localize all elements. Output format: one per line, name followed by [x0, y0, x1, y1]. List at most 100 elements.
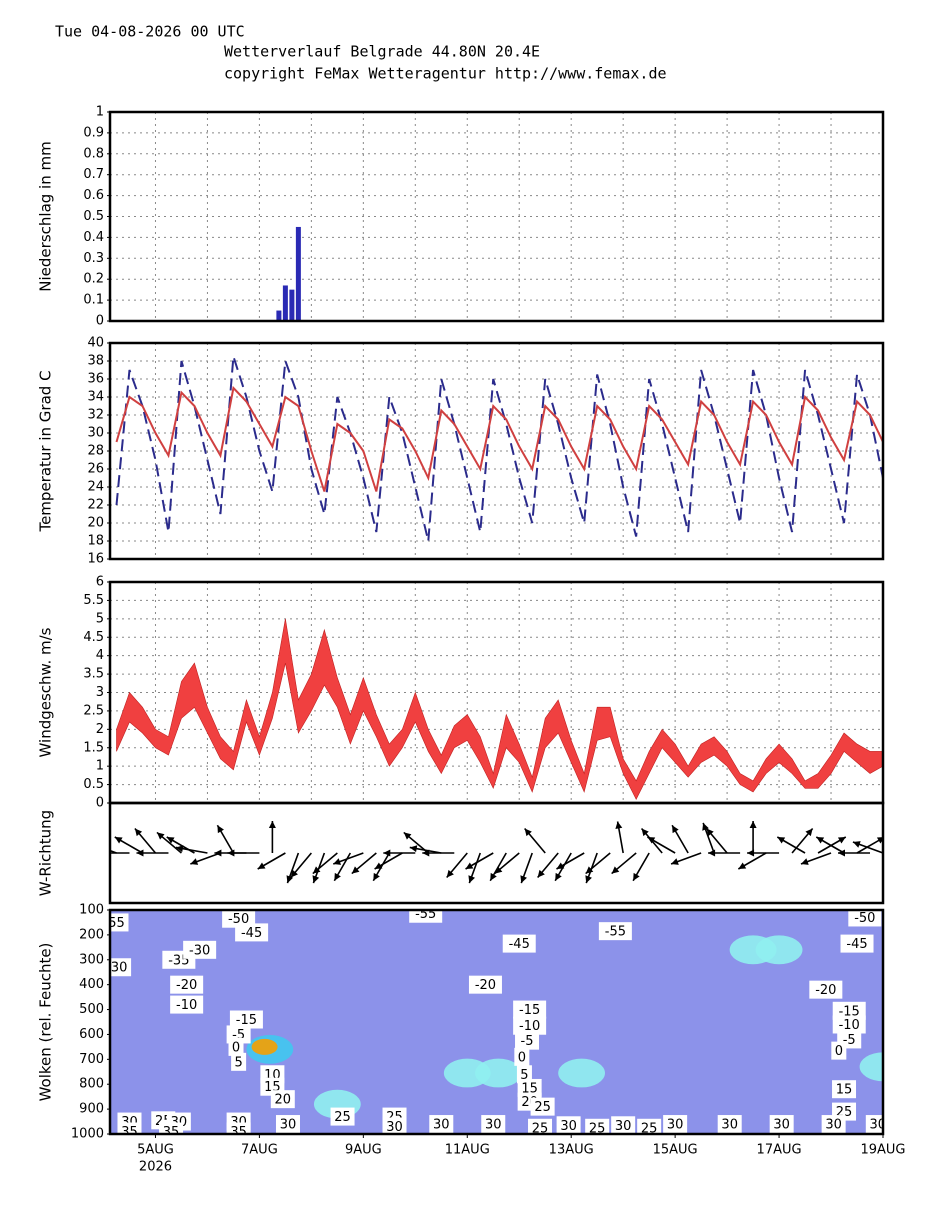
plot-area	[110, 112, 883, 321]
y-tick-label: 2	[96, 722, 104, 737]
arrow-head	[175, 845, 184, 853]
contour-label: 30	[667, 1118, 684, 1133]
contour-label: 55	[108, 916, 125, 931]
wind-arrow	[190, 852, 221, 865]
plot-area	[110, 343, 883, 559]
arrow-head	[671, 858, 679, 865]
arrow-head	[290, 869, 298, 878]
x-tick-label: 7AUG	[241, 1143, 278, 1158]
label-box	[409, 910, 443, 923]
label-box	[717, 1115, 742, 1134]
wind-arrow	[409, 845, 442, 854]
y-tick-label: 0.7	[83, 167, 104, 182]
label-box	[110, 958, 132, 977]
arrow-head	[524, 828, 532, 837]
x-tick-label: 15AUG	[653, 1143, 698, 1158]
wind-arrow	[647, 836, 676, 854]
contour-label: -45	[241, 926, 262, 941]
contour-label: 5	[520, 1068, 528, 1083]
wind-arrow	[632, 852, 650, 882]
y-tick-label: 28	[87, 444, 104, 459]
label-box	[170, 995, 204, 1014]
contour-label: 30	[111, 961, 128, 976]
contour-label: -55	[415, 907, 436, 922]
label-box	[865, 1115, 883, 1134]
y-tick-label: 0	[96, 796, 104, 811]
label-box	[330, 1107, 355, 1126]
wind-arrow	[216, 824, 235, 854]
y-tick-label: 300	[79, 952, 104, 967]
contour-label: -30	[189, 943, 210, 958]
y-tick-label: 1	[96, 759, 104, 774]
arrow-head	[708, 849, 716, 857]
wind-arrow	[268, 821, 276, 853]
contour-label: 25	[334, 1110, 351, 1125]
contour-label: 5	[234, 1055, 242, 1070]
arrow-head	[351, 866, 360, 874]
wind-arrow	[856, 837, 883, 854]
arrow-head	[422, 849, 430, 857]
panel	[108, 580, 885, 805]
y-tick-label: 40	[87, 336, 104, 351]
arrow-head	[747, 849, 755, 857]
arrow-head	[156, 832, 165, 840]
arrow-head	[465, 862, 474, 869]
panel: 5530-50-45-35-30-20-10-15-505101520-55-5…	[108, 907, 885, 1140]
contour-label: -45	[846, 937, 867, 952]
panel	[108, 110, 885, 323]
arrow-head	[816, 837, 825, 844]
wind-arrow	[670, 852, 702, 865]
arrow-head	[706, 828, 714, 837]
y-tick-label: 0.3	[83, 251, 104, 266]
wind-arrow	[817, 836, 847, 854]
y-tick-label: 500	[79, 1002, 104, 1017]
wind-arrow	[776, 836, 806, 854]
arrow-head	[227, 849, 235, 857]
arrow-head	[615, 821, 623, 829]
label-box	[637, 1118, 662, 1134]
arrow-head	[383, 849, 391, 857]
y-tick-label: 36	[87, 372, 104, 387]
arrow-head	[837, 837, 846, 844]
label-box	[231, 1052, 247, 1071]
label-box	[429, 1115, 454, 1134]
wind-arrow	[585, 852, 611, 875]
label-box	[832, 1015, 866, 1034]
label-box	[502, 934, 536, 953]
arrow-head	[373, 872, 380, 881]
y-tick-label: 20	[87, 516, 104, 531]
label-box	[481, 1115, 506, 1134]
label-box	[598, 922, 632, 941]
y-tick-label: 3	[96, 685, 104, 700]
y-tick-label: 200	[79, 927, 104, 942]
y-tick-label: 0.1	[83, 293, 104, 308]
wind-arrow	[110, 849, 117, 854]
contour-label: 30	[485, 1118, 502, 1133]
label-box	[468, 975, 502, 994]
wind-arrow	[332, 852, 364, 865]
y-tick-label: 4.5	[83, 630, 104, 645]
contour-label: 25	[534, 1100, 551, 1115]
arrow-head	[217, 825, 224, 834]
label-box	[611, 1116, 636, 1134]
label-box	[840, 934, 874, 953]
arrow-head	[633, 872, 640, 881]
contour-label: 0	[232, 1040, 240, 1055]
arrow-head	[333, 858, 342, 865]
plot-area: 5530-50-45-35-30-20-10-15-505101520-55-5…	[108, 907, 883, 1140]
contour-label: 30	[721, 1118, 738, 1133]
contour-label: 35	[121, 1125, 138, 1140]
contour-label: 30	[280, 1118, 297, 1133]
y-tick-label: 0.8	[83, 146, 104, 161]
frame	[108, 801, 885, 905]
wind-arrow	[747, 849, 780, 857]
wind-arrow	[556, 852, 585, 870]
arrow-head	[374, 862, 383, 869]
wind-arrow	[465, 852, 494, 870]
arrow-head	[136, 849, 144, 857]
label-box	[117, 1122, 142, 1134]
arrow-head	[446, 869, 454, 878]
contour-label: -50	[854, 911, 875, 926]
arrow-head	[312, 875, 320, 884]
